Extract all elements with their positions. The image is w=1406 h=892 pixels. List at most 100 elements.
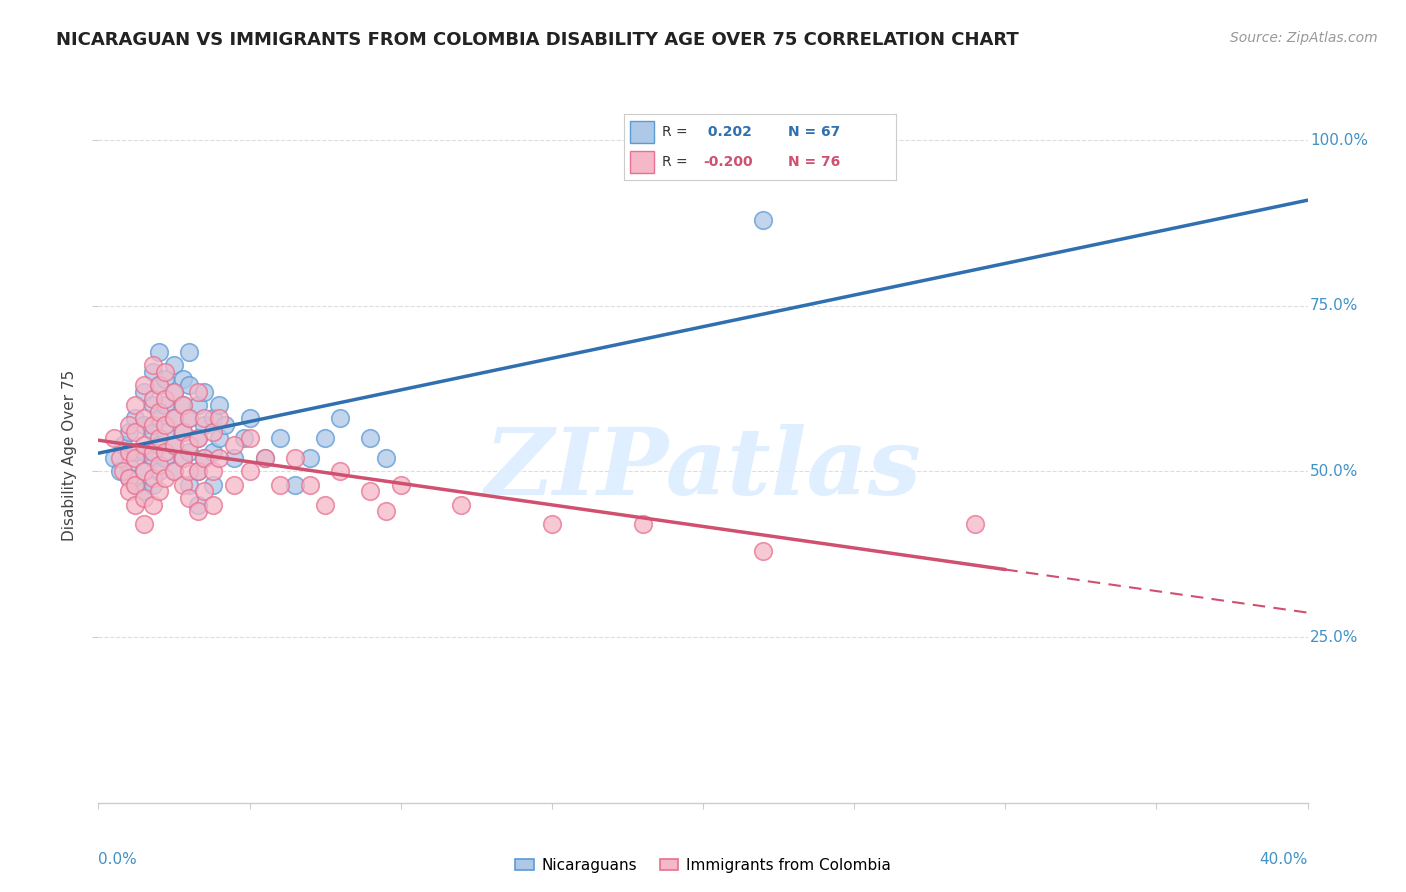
Point <box>153 398 176 412</box>
Point <box>148 405 170 419</box>
Point <box>177 444 201 458</box>
Point <box>142 418 165 433</box>
Text: Source: ZipAtlas.com: Source: ZipAtlas.com <box>1230 31 1378 45</box>
Point <box>108 465 131 479</box>
Point <box>253 451 276 466</box>
Point <box>193 451 215 466</box>
Point <box>329 465 352 479</box>
Point <box>132 418 155 433</box>
Point <box>177 438 201 452</box>
Point <box>187 431 209 445</box>
Point <box>172 477 194 491</box>
Point <box>540 517 562 532</box>
Point <box>224 438 246 452</box>
Point <box>752 212 775 227</box>
Point <box>153 471 176 485</box>
Text: N = 76: N = 76 <box>787 155 839 169</box>
Point <box>163 359 186 373</box>
Point <box>193 484 215 499</box>
Point <box>163 411 186 425</box>
Point <box>314 498 336 512</box>
Point <box>142 444 165 458</box>
Point <box>163 411 186 425</box>
Text: 0.0%: 0.0% <box>98 852 138 866</box>
Text: -0.200: -0.200 <box>703 155 754 169</box>
Point <box>374 504 396 518</box>
Point <box>329 411 352 425</box>
Point <box>103 431 125 445</box>
Point <box>187 465 209 479</box>
Point <box>142 451 165 466</box>
Point <box>124 498 146 512</box>
Point <box>232 431 254 445</box>
Point <box>187 384 209 399</box>
Point <box>208 398 231 412</box>
Point <box>108 451 131 466</box>
Text: R =: R = <box>662 155 688 169</box>
Point <box>224 451 246 466</box>
Point <box>124 451 146 466</box>
Point <box>118 425 141 439</box>
Point <box>187 465 209 479</box>
Point <box>153 392 176 406</box>
Point <box>163 384 186 399</box>
Point <box>269 477 291 491</box>
Text: 0.202: 0.202 <box>703 125 752 139</box>
Point <box>239 411 262 425</box>
Point <box>148 465 170 479</box>
Point <box>208 451 231 466</box>
Point <box>132 444 155 458</box>
Point <box>202 425 225 439</box>
Point <box>374 451 396 466</box>
Point <box>163 384 186 399</box>
Point <box>299 451 322 466</box>
Point <box>239 465 262 479</box>
Point <box>202 444 225 458</box>
Point <box>142 359 165 373</box>
Y-axis label: Disability Age Over 75: Disability Age Over 75 <box>62 369 77 541</box>
Point <box>202 498 225 512</box>
Point <box>177 411 201 425</box>
Text: 25.0%: 25.0% <box>1310 630 1358 645</box>
Point <box>187 398 209 412</box>
Point <box>153 365 176 379</box>
Point <box>193 384 215 399</box>
Point <box>118 458 141 472</box>
Point <box>163 438 186 452</box>
Point <box>132 465 155 479</box>
Point <box>177 465 201 479</box>
Point <box>142 477 165 491</box>
Point <box>132 517 155 532</box>
Point <box>202 411 225 425</box>
Point <box>118 418 141 433</box>
Text: 50.0%: 50.0% <box>1310 464 1358 479</box>
Point <box>163 465 186 479</box>
Point <box>284 477 307 491</box>
Point <box>208 411 231 425</box>
Text: 75.0%: 75.0% <box>1310 298 1358 313</box>
Point <box>965 517 987 532</box>
Point <box>124 444 146 458</box>
Point <box>148 458 170 472</box>
Point <box>752 544 775 558</box>
Text: 40.0%: 40.0% <box>1260 852 1308 866</box>
Point <box>142 365 165 379</box>
Point <box>202 477 225 491</box>
Point <box>202 465 225 479</box>
FancyBboxPatch shape <box>630 120 654 143</box>
Point <box>132 411 155 425</box>
Point <box>172 425 194 439</box>
Point <box>153 372 176 386</box>
Point <box>163 465 186 479</box>
Point <box>148 345 170 359</box>
Point <box>118 471 141 485</box>
Point <box>124 477 146 491</box>
Point <box>172 451 194 466</box>
Point <box>118 471 141 485</box>
Point <box>132 491 155 505</box>
Point <box>132 384 155 399</box>
Point <box>193 451 215 466</box>
Point <box>253 451 276 466</box>
Point <box>177 411 201 425</box>
Point <box>631 517 654 532</box>
